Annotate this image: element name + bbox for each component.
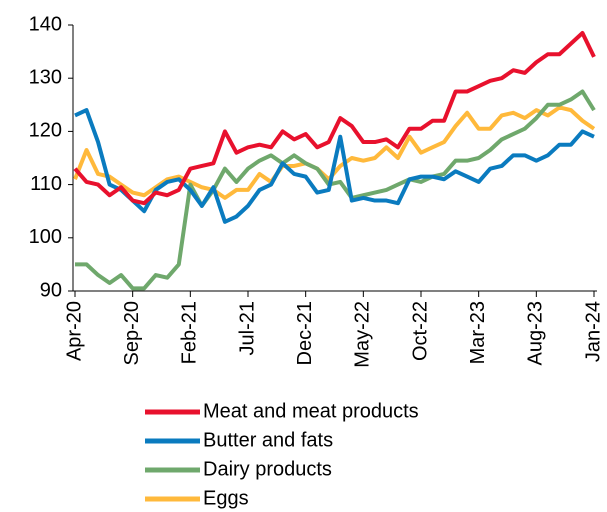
legend-label: Butter and fats (203, 429, 333, 451)
x-tick-label: Aug-23 (525, 301, 547, 366)
x-tick-label: Mar-23 (467, 301, 489, 364)
y-tick-label: 140 (29, 13, 62, 35)
x-tick-label: May-22 (352, 301, 374, 368)
x-tick-label: Apr-20 (63, 301, 85, 361)
y-tick-label: 130 (29, 66, 62, 88)
legend-label: Meat and meat products (203, 400, 419, 422)
x-tick-label: Jul-21 (236, 301, 258, 355)
x-tick-label: Jan-24 (582, 301, 604, 362)
series-line (75, 89, 596, 291)
y-tick-label: 120 (29, 120, 62, 142)
legend-label: Eggs (203, 487, 249, 509)
series-line (74, 108, 595, 224)
x-tick-label: Dec-21 (294, 301, 316, 365)
y-tick-label: 110 (30, 173, 62, 195)
x-tick-label: Feb-21 (179, 301, 201, 364)
legend-label: Dairy products (203, 458, 332, 480)
y-tick-label: 90 (40, 279, 62, 301)
x-tick-label: Sep-20 (121, 301, 143, 366)
y-tick-label: 100 (29, 226, 62, 248)
x-tick-label: Oct-22 (409, 301, 431, 361)
series-line (73, 30, 596, 206)
